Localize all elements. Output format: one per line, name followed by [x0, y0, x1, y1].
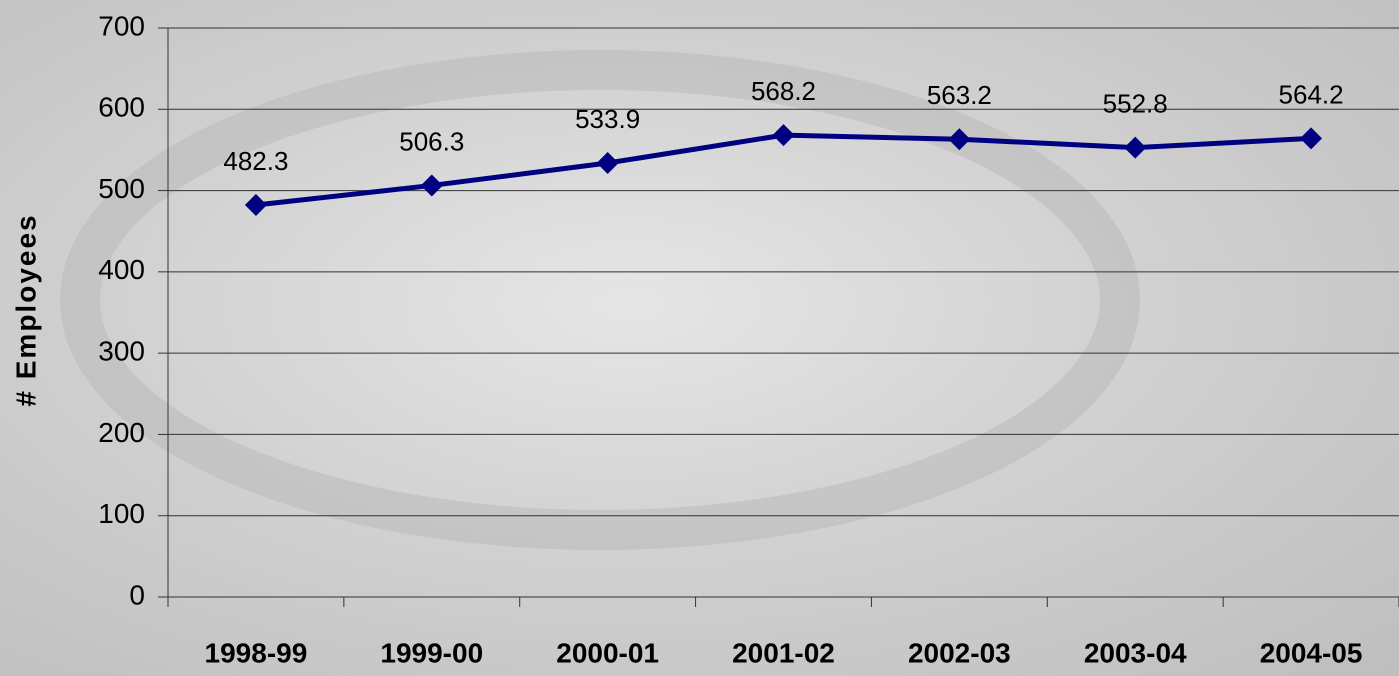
background-decoration	[60, 50, 1140, 550]
data-label: 568.2	[751, 76, 816, 106]
data-label: 564.2	[1279, 79, 1344, 109]
marker	[244, 193, 267, 216]
x-tick-label: 1999-00	[380, 637, 483, 668]
y-tick-label: 600	[98, 92, 145, 123]
x-tick-label: 2001-02	[732, 637, 835, 668]
marker	[948, 128, 971, 151]
x-tick-label: 1998-99	[205, 637, 308, 668]
y-tick-label: 100	[98, 498, 145, 529]
data-label: 506.3	[399, 126, 464, 156]
y-tick-label: 300	[98, 336, 145, 367]
y-tick-label: 700	[98, 10, 145, 41]
marker	[772, 124, 795, 147]
marker	[596, 152, 619, 175]
data-label: 563.2	[927, 80, 992, 110]
marker	[1124, 136, 1147, 159]
y-tick-label: 500	[98, 173, 145, 204]
x-tick-label: 2004-05	[1260, 637, 1363, 668]
y-axis-title: # Employees	[10, 213, 41, 406]
y-tick-label: 400	[98, 254, 145, 285]
data-label: 482.3	[223, 146, 288, 176]
data-label: 533.9	[575, 104, 640, 134]
y-tick-label: 200	[98, 417, 145, 448]
marker	[420, 174, 443, 197]
x-tick-label: 2003-04	[1084, 637, 1187, 668]
y-tick-label: 0	[129, 579, 145, 610]
marker	[1300, 127, 1323, 150]
data-label: 552.8	[1103, 89, 1168, 119]
x-tick-label: 2000-01	[556, 637, 659, 668]
x-tick-label: 2002-03	[908, 637, 1011, 668]
